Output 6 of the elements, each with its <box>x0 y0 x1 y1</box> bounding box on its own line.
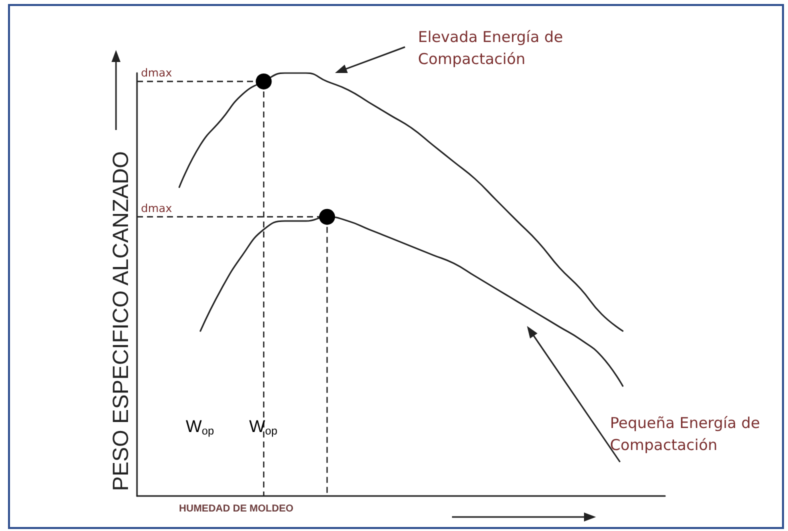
ref-line-label: dmax <box>141 202 172 215</box>
text: Elevada Energía de Compactación <box>418 27 564 70</box>
x-axis-title: HUMEDAD DE MOLDEO <box>179 504 294 514</box>
y-axis-title: PESO ESPECIFICO ALCANZADO <box>108 151 134 491</box>
ref-line-label: dmax <box>141 66 172 80</box>
text: Pequeña Energía de Compactación <box>610 413 761 456</box>
